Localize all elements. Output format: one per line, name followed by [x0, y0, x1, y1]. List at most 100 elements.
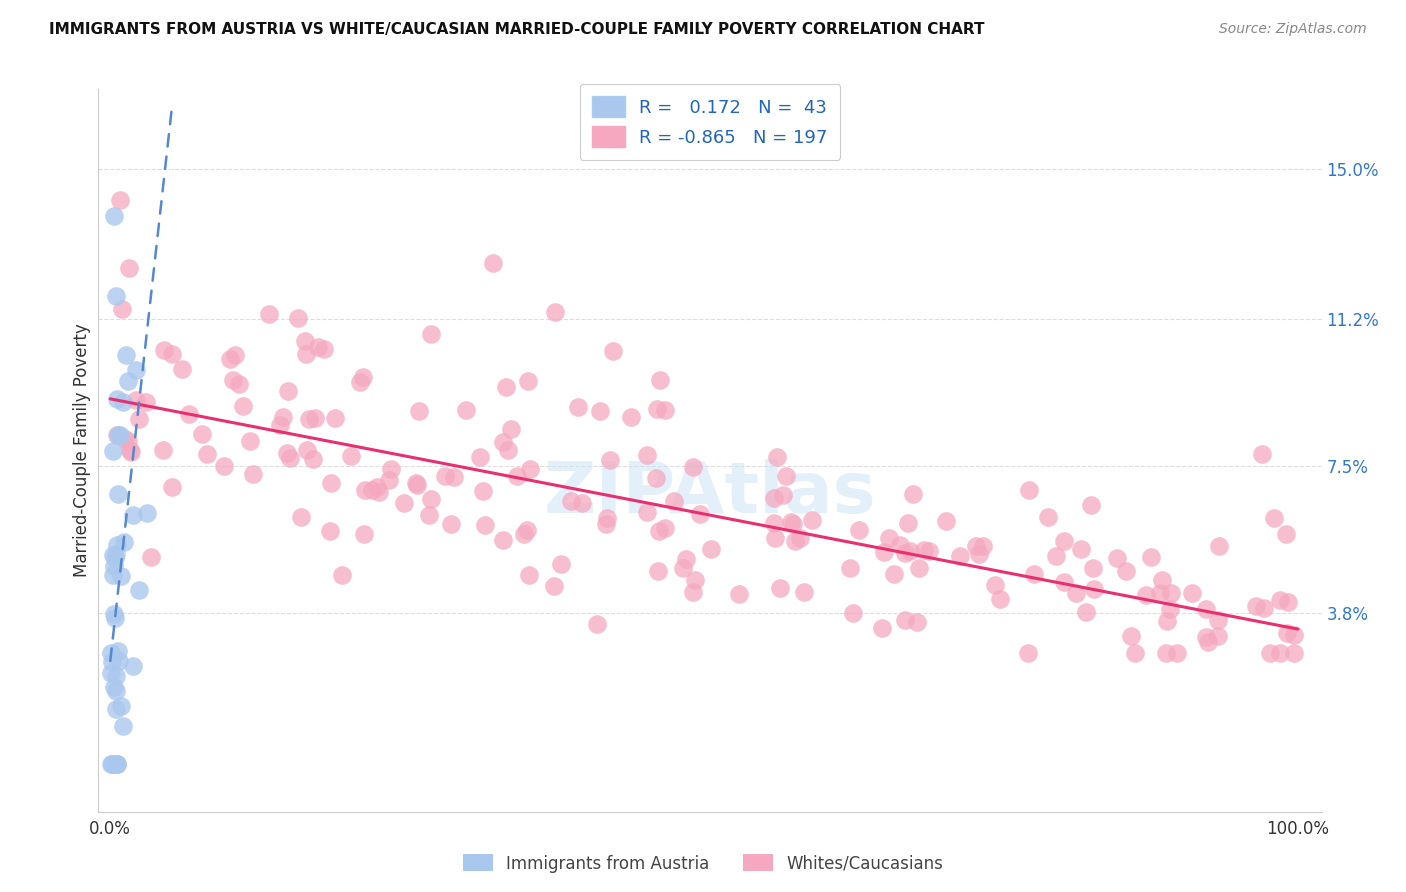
Point	[870, 620, 893, 634]
Point	[596, 511, 619, 525]
Point	[782, 517, 804, 532]
Point	[544, 305, 567, 319]
Point	[1080, 498, 1102, 512]
Point	[1268, 646, 1291, 660]
Point	[1119, 629, 1142, 643]
Point	[1206, 613, 1229, 627]
Point	[118, 261, 141, 276]
Point	[1149, 586, 1171, 600]
Point	[1263, 511, 1285, 525]
Point	[105, 669, 128, 683]
Point	[1154, 646, 1177, 660]
Point	[307, 340, 329, 354]
Point	[889, 538, 911, 552]
Point	[682, 585, 704, 599]
Point	[107, 644, 129, 658]
Point	[269, 417, 291, 432]
Point	[543, 579, 565, 593]
Point	[762, 491, 785, 506]
Point	[111, 302, 134, 317]
Point	[304, 410, 326, 425]
Point	[801, 513, 824, 527]
Point	[1081, 561, 1104, 575]
Point	[152, 442, 174, 457]
Point	[763, 516, 786, 531]
Point	[1036, 509, 1059, 524]
Point	[122, 508, 145, 522]
Point	[323, 411, 346, 425]
Point	[516, 523, 538, 537]
Point	[242, 467, 264, 481]
Point	[271, 410, 294, 425]
Point	[517, 374, 540, 388]
Point	[897, 516, 920, 530]
Point	[700, 541, 723, 556]
Point	[1017, 646, 1039, 660]
Point	[380, 462, 402, 476]
Point	[1251, 447, 1274, 461]
Point	[160, 347, 183, 361]
Point	[434, 469, 457, 483]
Point	[276, 446, 298, 460]
Point	[727, 587, 749, 601]
Point	[172, 362, 194, 376]
Point	[1181, 585, 1204, 599]
Point	[105, 757, 128, 772]
Point	[772, 488, 794, 502]
Point	[103, 680, 125, 694]
Point	[672, 561, 695, 575]
Point	[105, 392, 128, 406]
Point	[766, 450, 789, 464]
Point	[1258, 646, 1281, 660]
Point	[221, 373, 243, 387]
Point	[100, 646, 122, 660]
Point	[352, 370, 374, 384]
Point	[599, 453, 621, 467]
Point	[908, 561, 931, 575]
Point	[492, 435, 515, 450]
Point	[499, 422, 522, 436]
Text: IMMIGRANTS FROM AUSTRIA VS WHITE/CAUCASIAN MARRIED-COUPLE FAMILY POVERTY CORRELA: IMMIGRANTS FROM AUSTRIA VS WHITE/CAUCASI…	[49, 22, 984, 37]
Point	[454, 403, 477, 417]
Point	[470, 450, 492, 464]
Point	[984, 578, 1007, 592]
Point	[883, 567, 905, 582]
Point	[107, 486, 129, 500]
Point	[108, 654, 131, 668]
Point	[295, 347, 318, 361]
Point	[1053, 574, 1076, 589]
Point	[595, 517, 617, 532]
Point	[917, 544, 939, 558]
Point	[105, 428, 128, 442]
Point	[1282, 628, 1305, 642]
Point	[110, 569, 132, 583]
Point	[212, 459, 235, 474]
Point	[585, 617, 607, 632]
Point	[636, 505, 658, 519]
Point	[353, 483, 375, 497]
Point	[339, 450, 361, 464]
Point	[332, 568, 354, 582]
Point	[107, 428, 129, 442]
Point	[139, 550, 162, 565]
Point	[689, 508, 711, 522]
Point	[848, 523, 870, 537]
Point	[969, 547, 991, 561]
Point	[662, 493, 685, 508]
Point	[683, 573, 706, 587]
Point	[125, 392, 148, 407]
Point	[898, 543, 921, 558]
Point	[128, 582, 150, 597]
Point	[1277, 595, 1299, 609]
Point	[110, 427, 132, 442]
Point	[111, 394, 134, 409]
Point	[988, 592, 1011, 607]
Point	[228, 376, 250, 391]
Point	[195, 447, 218, 461]
Point	[842, 607, 865, 621]
Point	[1206, 629, 1229, 643]
Point	[153, 343, 176, 357]
Point	[513, 526, 536, 541]
Point	[103, 567, 125, 582]
Point	[103, 607, 125, 621]
